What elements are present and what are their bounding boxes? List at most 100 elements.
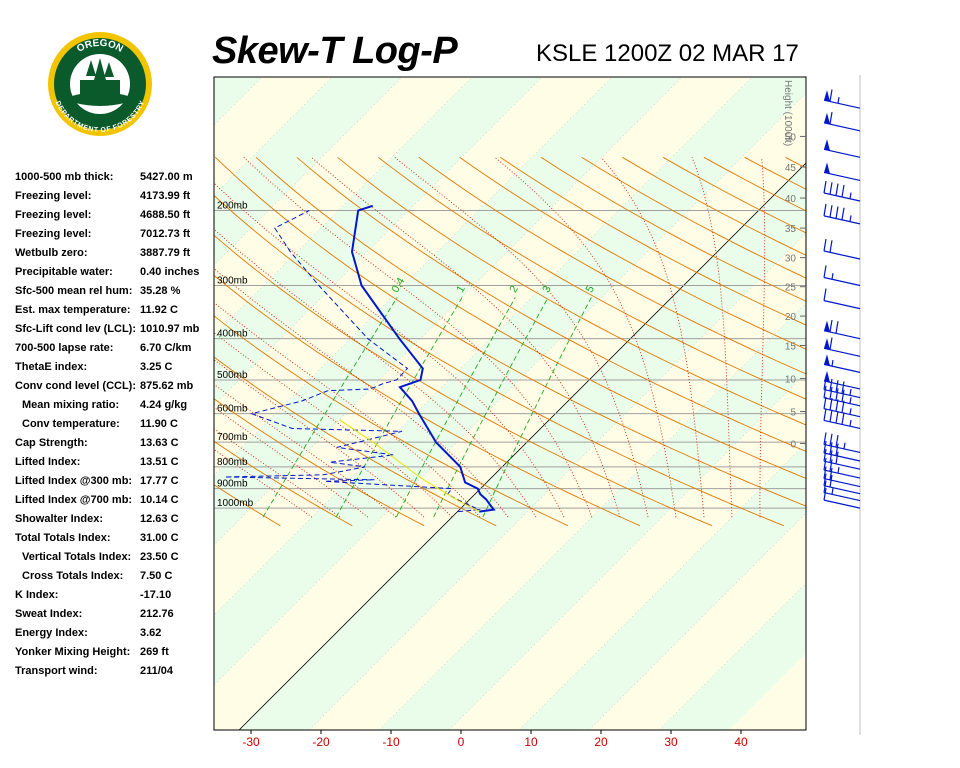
wind-barb-feather	[823, 488, 827, 501]
moist-adiabat	[214, 182, 565, 518]
stat-label: Wetbulb zero:	[15, 247, 88, 259]
wind-barb-half-feather	[831, 359, 834, 367]
mixing-ratio-line	[482, 297, 592, 518]
wind-barb-feather	[829, 240, 833, 253]
wind-barb-feather	[823, 457, 827, 471]
mixing-ratio-label: 1	[454, 284, 467, 295]
wind-barb-feather	[829, 467, 833, 480]
wind-barb-feather	[823, 180, 827, 194]
wind-barb-feather	[829, 378, 833, 391]
stat-value: 0.40 inches	[140, 266, 200, 278]
moist-adiabat	[243, 156, 593, 518]
stat-row: Conv cond level (CCL): 875.62 mb	[15, 377, 215, 396]
stat-row: Energy Index: 3.62	[15, 624, 215, 643]
isotherm	[0, 77, 52, 730]
stat-row: Mean mixing ratio: 4.24 g/kg	[15, 396, 215, 415]
stat-value: 31.00 C	[140, 532, 179, 544]
stat-label: K Index:	[15, 589, 59, 601]
stat-value: 10.14 C	[140, 494, 179, 506]
stat-value: 13.63 C	[140, 437, 179, 449]
stat-value: 3.62	[140, 627, 162, 639]
stat-value: 7012.73 ft	[140, 228, 191, 240]
stat-value: 1010.97 mb	[140, 323, 200, 335]
isobar-label: 500mb	[217, 370, 248, 381]
stat-value: 17.77 C	[140, 475, 179, 487]
wind-barb	[823, 432, 861, 454]
x-axis-tick-label: 10	[524, 735, 538, 749]
wind-barb	[823, 457, 861, 479]
height-axis-tick-label: 25	[785, 283, 797, 294]
dewpoint-profile-line	[224, 210, 482, 513]
dry-adiabat	[214, 234, 713, 527]
wind-barb-feather	[823, 449, 827, 462]
height-axis-tick-label: 35	[785, 224, 797, 235]
stat-value: 211/04	[140, 665, 174, 677]
stat-label: Transport wind:	[15, 665, 98, 677]
wind-barb	[823, 449, 861, 470]
dry-adiabat	[785, 156, 806, 169]
stat-row: Lifted Index @700 mb: 10.14 C	[15, 491, 215, 510]
stat-label: 700-500 lapse rate:	[15, 342, 114, 354]
wind-barb-flag	[824, 139, 830, 151]
mixing-ratio-line	[433, 297, 549, 518]
wind-barb-staff	[823, 363, 861, 373]
wind-barb	[823, 89, 861, 109]
stat-label: Cross Totals Index:	[22, 570, 124, 582]
wind-barb	[823, 337, 861, 357]
wind-barb-feather	[841, 389, 845, 402]
dry-adiabat	[296, 156, 806, 452]
stat-row: Vertical Totals Index: 23.50 C	[15, 548, 215, 567]
stat-row: K Index: -17.10	[15, 586, 215, 605]
stat-value: 212.76	[140, 608, 174, 620]
wind-barb	[823, 139, 861, 158]
wind-barb-half-feather	[837, 97, 840, 104]
dry-adiabat	[459, 156, 806, 350]
x-axis-tick-label: 30	[664, 735, 678, 749]
stat-row: Sweat Index: 212.76	[15, 605, 215, 624]
wind-barb-half-feather	[849, 408, 852, 415]
wind-barb	[823, 488, 861, 509]
wind-barb-feather	[823, 473, 827, 486]
wind-barb-feather	[835, 443, 839, 456]
moist-adiabat	[214, 267, 509, 518]
temperature-band	[214, 77, 263, 126]
station-time-label: KSLE 1200Z 02 MAR 17	[536, 40, 799, 67]
wind-barb-staff	[823, 452, 861, 462]
height-axis-tick-label: 5	[790, 407, 796, 418]
wind-barb-staff	[823, 276, 861, 287]
mixing-ratio-label: 5	[584, 284, 597, 295]
wind-barb	[823, 466, 861, 488]
wind-barb-feather	[829, 409, 833, 422]
stat-value: -17.10	[140, 589, 172, 601]
wind-barb	[823, 203, 861, 225]
wind-barb-feather	[841, 184, 845, 198]
dry-adiabat	[214, 398, 425, 527]
stat-label: Sfc-Lift cond lev (LCL):	[15, 323, 136, 335]
wind-barb-feather	[823, 288, 827, 301]
wind-barb-feather	[829, 319, 833, 333]
stat-label: Lifted Index:	[15, 456, 81, 468]
height-axis-tick-label: 40	[785, 194, 797, 205]
x-axis-tick-label: -20	[312, 735, 330, 749]
isobar-label: 800mb	[217, 457, 248, 468]
x-axis-tick-label: 20	[594, 735, 608, 749]
wind-barb-staff	[823, 215, 861, 225]
dry-adiabat	[214, 440, 353, 527]
dry-adiabat	[214, 194, 785, 527]
wind-barb	[823, 354, 861, 373]
x-axis-tick-label: -10	[382, 735, 400, 749]
dry-adiabat	[214, 484, 281, 527]
dry-adiabat	[0, 157, 208, 525]
wind-barb	[823, 473, 861, 495]
wind-barb-staff	[823, 192, 861, 202]
dry-adiabat	[214, 156, 806, 507]
mixing-ratio-label: 3	[540, 284, 553, 295]
wind-barb-flag	[824, 162, 830, 174]
stat-value: 3.25 C	[140, 361, 173, 373]
stat-row: 700-500 lapse rate: 6.70 C/km	[15, 339, 215, 358]
wind-barb-feather	[829, 459, 833, 472]
wind-barb-feather	[835, 321, 839, 334]
stat-label: Total Totals Index:	[15, 532, 111, 544]
stat-value: 35.28 %	[140, 285, 181, 297]
x-axis-tick-label: 0	[458, 735, 465, 749]
